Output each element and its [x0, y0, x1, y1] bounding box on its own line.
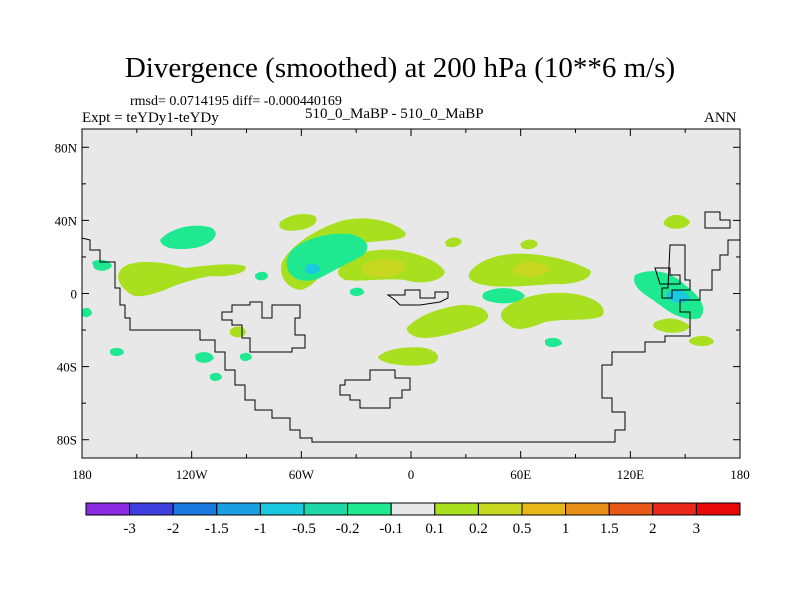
divergence-field: [82, 214, 714, 381]
contour-region: [305, 263, 320, 274]
coastlines: [81, 211, 740, 443]
colorbar-label: -0.5: [292, 521, 316, 537]
contour-region: [255, 271, 268, 281]
colorbar-label: 0.1: [425, 521, 444, 537]
y-tick-label: 40N: [55, 213, 78, 228]
contour-region: [92, 259, 112, 271]
colorbar-swatch: [129, 502, 174, 516]
coastline-asia-east: [661, 244, 691, 299]
x-tick-label: 120W: [176, 467, 209, 482]
experiment-label: Expt = teYDy1-teYDy: [82, 110, 219, 126]
colorbar: -3 -2 -1.5 -1 -0.5 -0.2 -0.1 0.1 0.2 0.5 1 1.5 2 3: [85, 502, 741, 537]
colorbar-label: -1.5: [205, 521, 229, 537]
contour-region: [210, 372, 222, 381]
contour-region: [520, 239, 538, 250]
colorbar-swatch: [565, 502, 610, 516]
stats-line: rmsd= 0.0714195 diff= -0.000440169: [130, 94, 342, 109]
coastline-asia-south: [654, 267, 681, 285]
season-label: ANN: [704, 110, 737, 126]
colorbar-swatch: [477, 502, 523, 516]
chart-title: Divergence (smoothed) at 200 hPa (10**6 …: [124, 52, 676, 84]
coastline-south-america-top: [221, 301, 306, 353]
colorbar-label: 3: [693, 521, 701, 537]
contour-region: [160, 225, 216, 250]
x-tick-label: 120E: [617, 467, 645, 482]
colorbar-label: -0.1: [379, 521, 403, 537]
x-tick-label: 0: [408, 467, 415, 482]
contour-region: [545, 337, 562, 347]
colorbar-label: -0.2: [336, 521, 360, 537]
contour-region: [195, 352, 214, 363]
colorbar-swatch: [390, 502, 436, 516]
contour-region: [482, 288, 525, 304]
contour-region: [118, 261, 246, 297]
x-tick-label: 60E: [510, 467, 531, 482]
coastline-pacific-rim: [704, 211, 731, 229]
contour-region: [512, 262, 550, 277]
colorbar-swatch: [303, 502, 349, 516]
coastline-americas: [81, 237, 740, 443]
colorbar-swatch: [347, 502, 392, 516]
contour-region: [110, 347, 124, 356]
contour-region: [350, 287, 364, 296]
y-tick-label: 40S: [57, 360, 77, 375]
colorbar-swatch: [521, 502, 567, 516]
colorbar-label: -1: [254, 521, 267, 537]
x-tick-label: 180: [72, 467, 92, 482]
contour-region: [445, 237, 462, 248]
y-tick-label: 0: [71, 287, 78, 302]
colorbar-label: -2: [167, 521, 180, 537]
coastline-antarctica-lobe: [339, 369, 411, 409]
contour-region: [361, 259, 407, 278]
contour-region: [406, 304, 489, 338]
colorbar-swatch: [652, 502, 697, 516]
colorbar-label: 0.5: [513, 521, 532, 537]
contour-region: [240, 352, 252, 361]
colorbar-swatch: [259, 502, 305, 516]
y-tick-label: 80N: [55, 140, 78, 155]
colorbar-label: -3: [123, 521, 136, 537]
x-tick-label: 60W: [289, 467, 315, 482]
case-label: 510_0_MaBP - 510_0_MaBP: [305, 106, 484, 122]
contour-region: [378, 347, 439, 366]
contour-region: [689, 335, 714, 347]
y-tick-label: 80S: [57, 433, 77, 448]
contour-region: [279, 214, 317, 231]
colorbar-label: 1: [562, 521, 570, 537]
contour-region: [653, 318, 690, 333]
colorbar-label: 1.5: [600, 521, 619, 537]
colorbar-swatch: [434, 502, 479, 516]
plot-background: [82, 129, 740, 458]
contour-region: [82, 307, 92, 318]
colorbar-swatch: [85, 502, 131, 516]
x-tick-label: 180: [730, 467, 750, 482]
coastline-africa-north: [386, 289, 449, 306]
contour-region: [500, 292, 604, 329]
axes: 180 120W 60W 0 60E 120E 180 80N 40N 0 40S 80S: [55, 129, 750, 482]
colorbar-swatch: [172, 502, 218, 516]
colorbar-swatch: [695, 502, 741, 516]
contour-region: [663, 214, 690, 229]
colorbar-label: 0.2: [469, 521, 488, 537]
colorbar-swatch: [608, 502, 654, 516]
colorbar-swatch: [216, 502, 261, 516]
colorbar-label: 2: [649, 521, 657, 537]
